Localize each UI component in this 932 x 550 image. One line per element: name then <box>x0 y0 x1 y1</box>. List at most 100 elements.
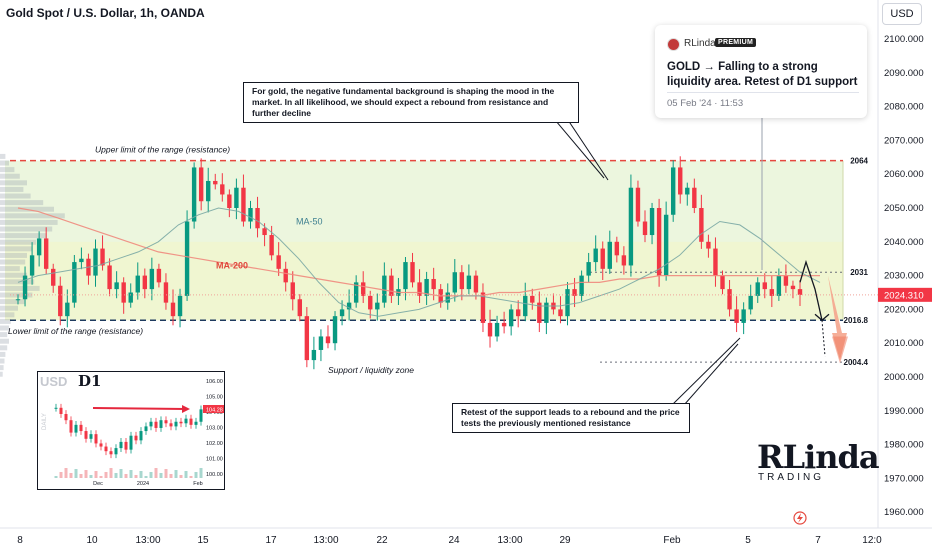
price-tick-label: 2080.000 <box>884 102 924 113</box>
inset-candle-body <box>194 421 198 425</box>
candle-body <box>685 187 690 195</box>
inset-volume-bar <box>134 475 138 478</box>
candle-body <box>424 278 429 296</box>
inset-volume-bar <box>124 474 128 478</box>
candle-body <box>635 187 641 222</box>
candle-body <box>198 167 204 202</box>
volume-profile-bar <box>0 318 11 324</box>
inset-candle-body <box>159 420 163 428</box>
candle-body <box>58 285 63 317</box>
volume-profile-bar <box>0 332 8 338</box>
candle-body <box>43 238 49 269</box>
rlinda-trading-logo: RLinda TRADING <box>757 441 880 483</box>
candle-body <box>558 309 563 317</box>
candle-body <box>466 275 472 290</box>
volume-profile-bar <box>0 180 27 186</box>
candle-body <box>494 322 500 337</box>
author-avatar[interactable] <box>667 38 680 51</box>
candle-body <box>431 278 436 290</box>
current-price-label: 2024.310 <box>884 290 924 301</box>
inset-volume-bar <box>69 473 73 478</box>
inset-candle-body <box>189 418 193 425</box>
candle-body <box>783 275 789 286</box>
price-tick-label: 2030.000 <box>884 271 924 282</box>
candle-body <box>656 208 662 276</box>
candle-body <box>227 194 232 208</box>
time-tick-label: 29 <box>559 535 571 546</box>
idea-post-card[interactable]: RLinda PREMIUM GOLD → Falling to a stron… <box>655 25 867 118</box>
candle-body <box>769 289 775 296</box>
level-label: 2031 <box>850 268 868 277</box>
candle-body <box>790 285 796 290</box>
candle-body <box>593 248 598 263</box>
time-tick-label: 15 <box>197 535 209 546</box>
inset-candle-body <box>179 421 183 424</box>
candle-body <box>678 167 683 195</box>
level-label: 2016.8 <box>844 316 869 325</box>
inset-price-tick: 106.00 <box>206 379 223 385</box>
candle-body <box>220 184 225 195</box>
bottom-annotation: Retest of the support leads to a rebound… <box>452 403 690 433</box>
inset-price-tick: 103.00 <box>206 426 223 432</box>
inset-candle-body <box>109 451 113 455</box>
candle-body <box>311 349 317 361</box>
currency-button[interactable]: USD <box>882 3 922 25</box>
price-tick-label: 1980.000 <box>884 440 924 451</box>
candle-body <box>318 336 324 350</box>
inset-volume-bar <box>164 469 168 478</box>
time-tick-label: 8 <box>17 535 23 546</box>
candle-body <box>213 180 218 185</box>
volume-profile-bar <box>0 345 8 351</box>
inset-candle-body <box>99 443 103 447</box>
candle-body <box>15 299 21 301</box>
price-tick-label: 2060.000 <box>884 169 924 180</box>
current-price-tag <box>878 287 932 302</box>
candle-body <box>417 282 422 296</box>
candle-body <box>530 295 535 303</box>
price-tick-label: 2000.000 <box>884 372 924 383</box>
volume-profile-bar <box>0 200 44 206</box>
post-divider <box>667 92 859 93</box>
level-label: 2004.4 <box>844 358 869 367</box>
candle-body <box>255 208 260 229</box>
inset-bg <box>38 372 224 489</box>
inset-candle-body <box>164 420 168 424</box>
price-axis-bg <box>878 0 932 550</box>
candle-body <box>663 214 669 276</box>
inset-volume-bar <box>194 472 198 478</box>
candle-body <box>29 255 35 276</box>
candle-body <box>607 241 612 269</box>
candle-body <box>487 322 493 337</box>
inset-candle-body <box>144 426 148 432</box>
candle-body <box>628 187 634 266</box>
volume-profile-bar <box>0 213 65 219</box>
candle-body <box>579 275 584 296</box>
candle-body <box>184 221 190 296</box>
candle-body <box>473 275 479 293</box>
forecast-dashed <box>821 320 826 357</box>
candle-body <box>206 180 211 202</box>
volume-profile-bar <box>0 338 9 344</box>
candle-body <box>325 336 331 344</box>
candle-body <box>128 292 133 303</box>
post-title[interactable]: GOLD → Falling to a strong liquidity are… <box>667 61 858 88</box>
inset-volume-bar <box>64 468 68 478</box>
inset-candle-body <box>64 414 68 421</box>
candle-body <box>297 299 303 317</box>
volume-profile-bar <box>0 160 9 166</box>
author-name[interactable]: RLinda <box>684 38 716 49</box>
inset-volume-bar <box>184 471 188 478</box>
inset-current-price: 104.28 <box>206 408 223 414</box>
inset-volume-bar <box>114 473 118 478</box>
inset-volume-bar <box>109 468 113 478</box>
candle-body <box>480 292 486 323</box>
inset-volume-bar <box>154 468 158 478</box>
candle-body <box>51 268 56 286</box>
inset-candle-body <box>174 421 178 427</box>
candle-body <box>114 282 119 290</box>
candle-body <box>339 309 345 317</box>
volume-profile-bar <box>0 239 36 245</box>
inset-volume-bar <box>74 469 78 478</box>
inset-price-tick: 101.00 <box>206 457 223 463</box>
